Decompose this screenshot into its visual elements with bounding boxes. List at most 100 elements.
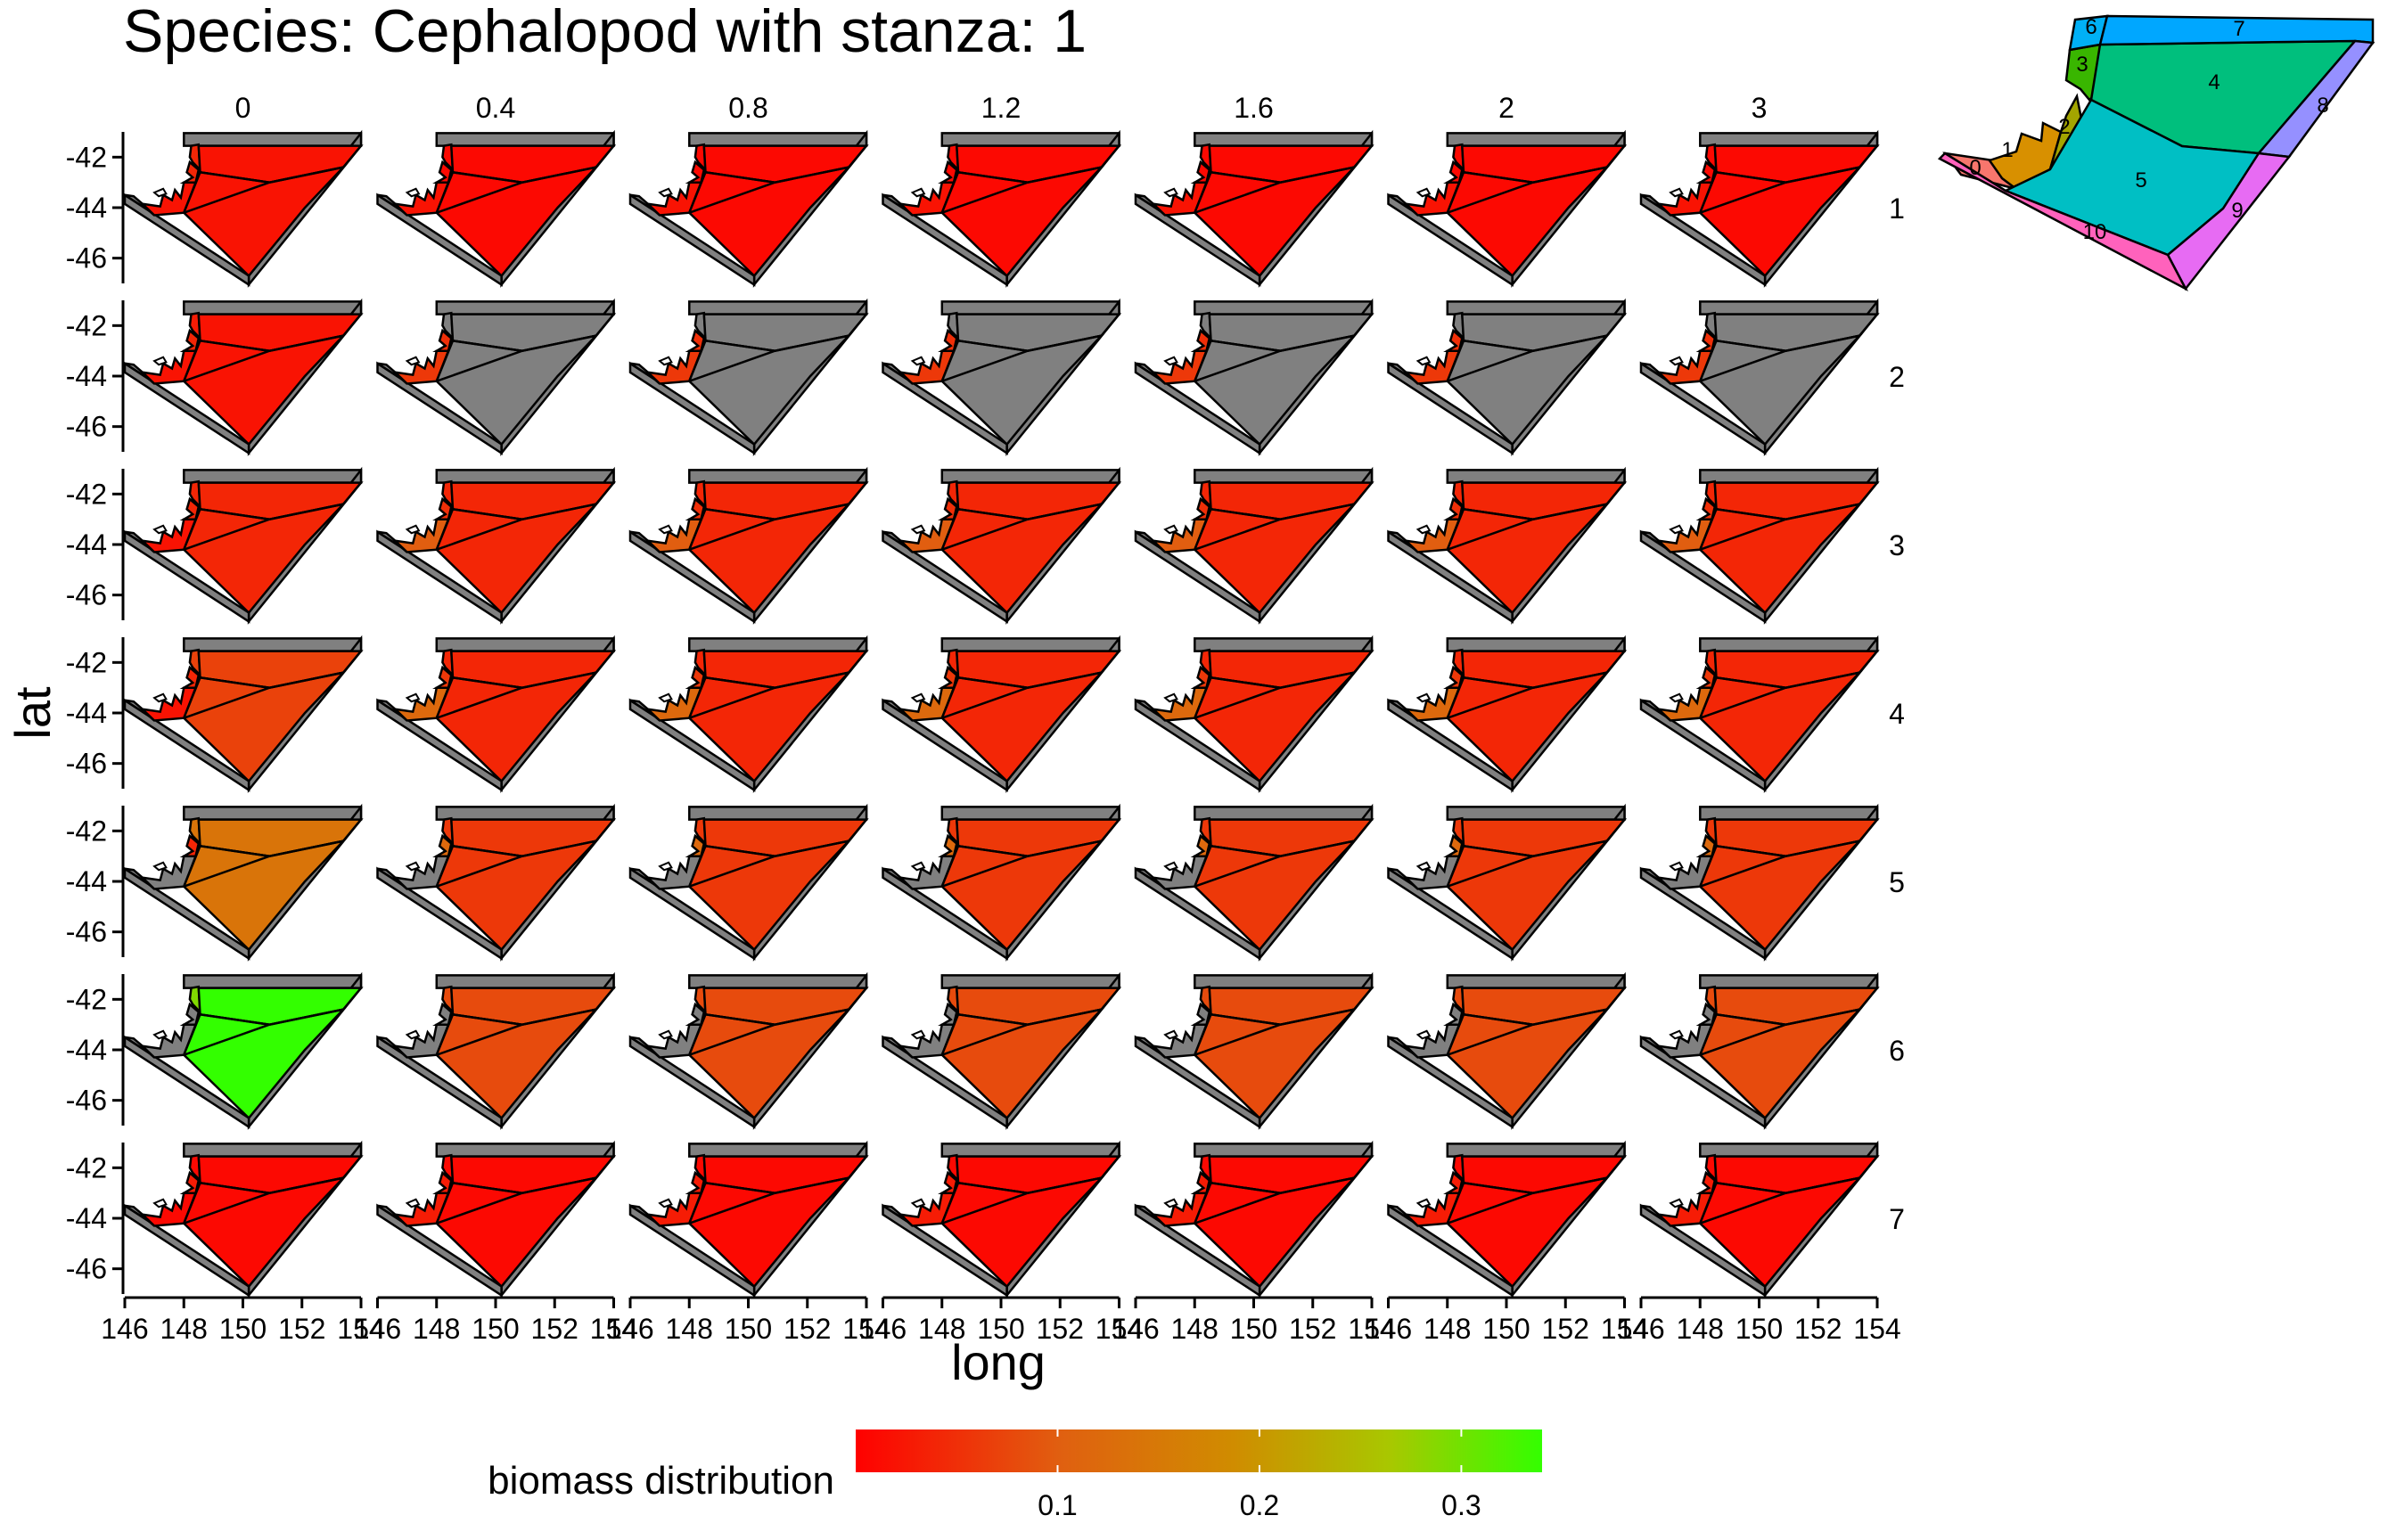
map-island bbox=[658, 692, 673, 703]
map-box-divider bbox=[1194, 686, 1281, 719]
map-box-divider bbox=[436, 855, 523, 888]
map-island bbox=[910, 524, 926, 535]
map-box-1 bbox=[1655, 1192, 1714, 1227]
x-tick-label: 154 bbox=[1853, 1313, 1900, 1345]
map-box-3 bbox=[693, 311, 707, 341]
map-box-3 bbox=[1704, 143, 1718, 173]
x-tick-label: 152 bbox=[278, 1313, 325, 1345]
map-frame-shadowBottom bbox=[882, 529, 1008, 624]
map-box-1 bbox=[644, 1023, 703, 1059]
map-panel-row-2-col-1.2 bbox=[882, 298, 1122, 456]
map-box-1 bbox=[897, 1192, 956, 1227]
map-panel-row-6-col-2 bbox=[1387, 971, 1628, 1130]
map-box-divider bbox=[1447, 518, 1534, 551]
map-box-divider bbox=[941, 349, 1029, 382]
x-tick-label: 148 bbox=[918, 1313, 965, 1345]
map-box-divider bbox=[1447, 855, 1534, 888]
map-island bbox=[658, 861, 673, 872]
map-panel-row-1-col-0.8 bbox=[628, 129, 869, 288]
map-box-3 bbox=[188, 816, 201, 847]
map-island bbox=[405, 356, 421, 366]
map-box-1 bbox=[1402, 1192, 1461, 1227]
map-island bbox=[1415, 1029, 1432, 1040]
map-island bbox=[658, 356, 673, 366]
x-tick-label: 146 bbox=[1365, 1313, 1412, 1345]
y-tick-label: -42 bbox=[66, 983, 107, 1015]
map-panel-row-5-col-1.6 bbox=[1134, 803, 1374, 962]
map-panel-row-4-col-0.8 bbox=[628, 635, 869, 793]
map-frame-shadowBottom bbox=[628, 361, 756, 455]
map-frame-shadowTop bbox=[688, 637, 868, 652]
map-box-1 bbox=[391, 855, 450, 890]
map-panel-row-1-col-3 bbox=[1639, 129, 1880, 288]
map-frame-shadowBottom bbox=[376, 866, 503, 961]
map-island bbox=[405, 187, 421, 198]
map-box-1 bbox=[644, 349, 703, 385]
map-box-3 bbox=[441, 816, 455, 847]
map-frame-shadowBottom bbox=[1387, 866, 1514, 961]
map-frame-shadowTop bbox=[1699, 637, 1879, 652]
x-tick-label: 150 bbox=[1482, 1313, 1530, 1345]
map-panel-row-7-col-1.2 bbox=[882, 1140, 1122, 1298]
map-frame-shadowBottom bbox=[628, 1203, 756, 1298]
row-strip-1: 1 bbox=[1889, 192, 1905, 225]
map-box-divider bbox=[183, 181, 270, 214]
map-box-3 bbox=[188, 1153, 201, 1184]
map-panel-row-3-col-1.6 bbox=[1134, 466, 1374, 625]
y-tick-label: -46 bbox=[66, 242, 107, 274]
map-panel-row-7-col-1.6 bbox=[1134, 1140, 1374, 1298]
key-map-label-9: 9 bbox=[2231, 199, 2243, 223]
map-frame-shadowTop bbox=[1699, 132, 1879, 147]
x-tick-label: 146 bbox=[859, 1313, 907, 1345]
map-box-divider bbox=[436, 181, 523, 214]
map-island bbox=[1415, 861, 1432, 872]
map-frame-shadowTop bbox=[940, 1143, 1120, 1158]
map-island bbox=[152, 1029, 168, 1040]
map-frame-shadowTop bbox=[1699, 300, 1879, 315]
map-island bbox=[658, 187, 673, 198]
map-island bbox=[152, 692, 168, 703]
map-island bbox=[1163, 356, 1178, 366]
x-tick-label: 154 bbox=[842, 1313, 890, 1345]
map-box-divider bbox=[1447, 686, 1534, 719]
map-box-3 bbox=[1199, 985, 1212, 1015]
map-box-3 bbox=[693, 1153, 707, 1184]
map-box-3 bbox=[947, 648, 960, 678]
map-panel-row-5-col-3 bbox=[1639, 803, 1880, 962]
map-panel-row-4-col-0 bbox=[123, 635, 364, 793]
map-box-3 bbox=[1199, 1153, 1212, 1184]
map-panel-row-6-col-0.8 bbox=[628, 971, 869, 1130]
map-island bbox=[1669, 524, 1684, 535]
key-map-box-10 bbox=[1937, 152, 2188, 291]
y-tick-label: -42 bbox=[66, 815, 107, 847]
x-tick-label: 146 bbox=[606, 1313, 653, 1345]
map-island bbox=[152, 861, 168, 872]
map-island bbox=[1669, 356, 1684, 366]
map-frame-shadowBottom bbox=[1639, 361, 1767, 455]
map-panel-row-4-col-1.2 bbox=[882, 635, 1122, 793]
x-tick-label: 146 bbox=[1617, 1313, 1664, 1345]
map-frame-shadowBottom bbox=[1134, 192, 1261, 287]
map-island bbox=[1669, 861, 1684, 872]
map-box-divider bbox=[183, 518, 270, 551]
map-box-3 bbox=[1452, 816, 1465, 847]
map-box-3 bbox=[1452, 1153, 1465, 1184]
map-box-1 bbox=[391, 181, 450, 217]
map-box-divider bbox=[1699, 349, 1786, 382]
map-box-1 bbox=[897, 349, 956, 385]
map-frame-shadowBottom bbox=[1639, 866, 1767, 961]
map-box-1 bbox=[897, 1023, 956, 1059]
col-strip-0.8: 0.8 bbox=[728, 92, 767, 124]
row-strip-labels: 1 2 3 4 5 6 7 bbox=[1889, 192, 1905, 1235]
map-frame-shadowTop bbox=[1194, 637, 1374, 652]
map-box-3 bbox=[188, 985, 201, 1015]
map-panel-row-2-col-1.6 bbox=[1134, 298, 1374, 456]
map-box-3 bbox=[947, 985, 960, 1015]
map-box-divider bbox=[436, 1192, 523, 1225]
map-box-divider bbox=[688, 1023, 775, 1056]
map-island bbox=[658, 1198, 673, 1208]
map-frame-shadowTop bbox=[1446, 132, 1626, 147]
map-island bbox=[405, 1029, 421, 1040]
map-frame-shadowTop bbox=[435, 806, 615, 821]
map-panel-row-1-col-0.4 bbox=[376, 129, 617, 288]
